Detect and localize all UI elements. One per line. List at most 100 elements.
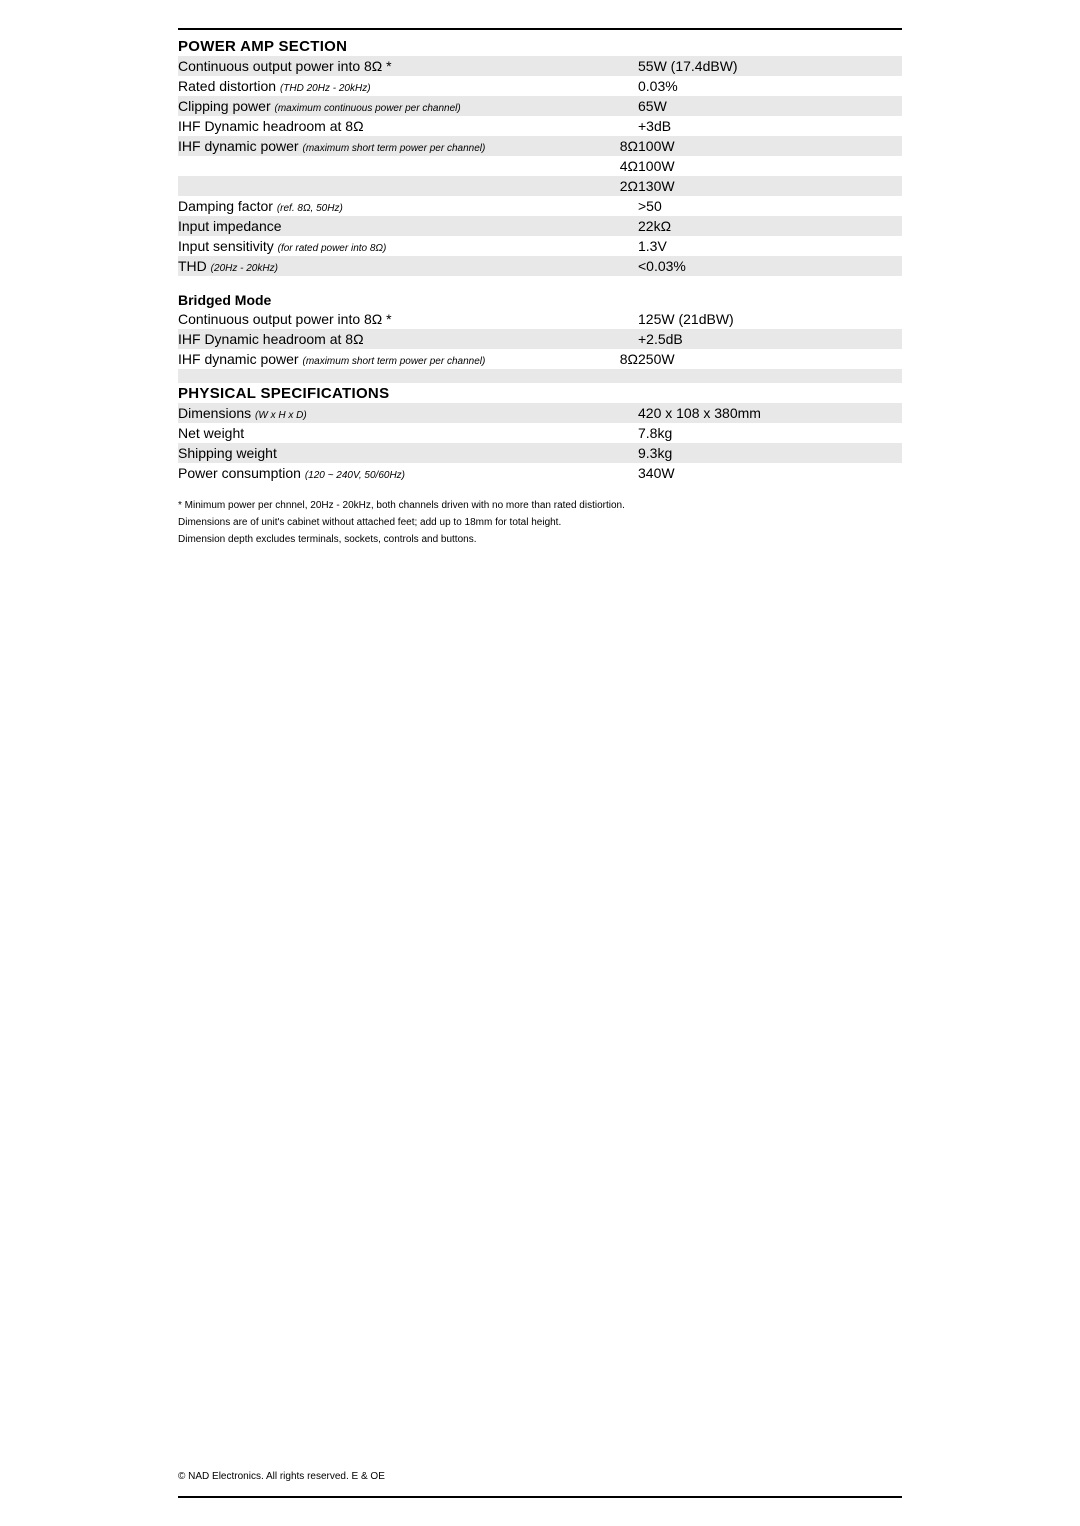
spec-value: 125W (21dBW) bbox=[638, 309, 902, 329]
bridged-mode-table: Continuous output power into 8Ω * 125W (2… bbox=[178, 309, 902, 369]
spec-impedance bbox=[603, 236, 638, 256]
power-amp-heading: POWER AMP SECTION bbox=[178, 36, 902, 56]
spec-label: Dimensions (W x H x D) bbox=[178, 403, 603, 423]
spec-label-text: IHF Dynamic headroom at 8Ω bbox=[178, 331, 364, 347]
spec-label: Damping factor (ref. 8Ω, 50Hz) bbox=[178, 196, 603, 216]
spec-qualifier: (maximum short term power per channel) bbox=[302, 356, 485, 367]
spec-label: Shipping weight bbox=[178, 443, 603, 463]
spec-label: Net weight bbox=[178, 423, 603, 443]
spec-label: Input impedance bbox=[178, 216, 603, 236]
spec-impedance bbox=[603, 443, 638, 463]
spec-label-text: Shipping weight bbox=[178, 445, 277, 461]
table-row: Dimensions (W x H x D) 420 x 108 x 380mm bbox=[178, 403, 902, 423]
spec-value: 1.3V bbox=[638, 236, 902, 256]
spec-value: 130W bbox=[638, 176, 902, 196]
spec-impedance: 4Ω bbox=[603, 156, 638, 176]
spec-value: 7.8kg bbox=[638, 423, 902, 443]
spec-impedance: 8Ω bbox=[603, 136, 638, 156]
spec-label: IHF Dynamic headroom at 8Ω bbox=[178, 329, 603, 349]
spec-label: Power consumption (120 ~ 240V, 50/60Hz) bbox=[178, 463, 603, 483]
spec-value: <0.03% bbox=[638, 256, 902, 276]
spec-impedance bbox=[603, 96, 638, 116]
spec-label-text: Damping factor bbox=[178, 198, 277, 214]
spec-label-text: IHF dynamic power bbox=[178, 351, 302, 367]
table-row: Shipping weight 9.3kg bbox=[178, 443, 902, 463]
spec-label-text: THD bbox=[178, 258, 211, 274]
power-amp-table: Continuous output power into 8Ω * 55W (17… bbox=[178, 56, 902, 276]
physical-spec-table: Dimensions (W x H x D)420 x 108 x 380mmN… bbox=[178, 403, 902, 483]
spec-impedance: 2Ω bbox=[603, 176, 638, 196]
spec-qualifier: (maximum short term power per channel) bbox=[302, 143, 485, 154]
table-row: Rated distortion (THD 20Hz - 20kHz) 0.03% bbox=[178, 76, 902, 96]
spec-label: IHF Dynamic headroom at 8Ω bbox=[178, 116, 603, 136]
spec-label: Clipping power (maximum continuous power… bbox=[178, 96, 603, 116]
spec-label-text: IHF dynamic power bbox=[178, 138, 302, 154]
spec-qualifier: (120 ~ 240V, 50/60Hz) bbox=[305, 470, 405, 481]
spec-impedance bbox=[603, 256, 638, 276]
spec-label: Continuous output power into 8Ω * bbox=[178, 56, 603, 76]
spec-label: Rated distortion (THD 20Hz - 20kHz) bbox=[178, 76, 603, 96]
spec-label-text: Continuous output power into 8Ω * bbox=[178, 58, 392, 74]
copyright-text: © NAD Electronics. All rights reserved. … bbox=[178, 1471, 385, 1482]
spec-impedance bbox=[603, 463, 638, 483]
table-row: Input sensitivity (for rated power into … bbox=[178, 236, 902, 256]
footnote-line: Dimensions are of unit's cabinet without… bbox=[178, 514, 902, 531]
spec-impedance bbox=[603, 76, 638, 96]
spec-label-text: Rated distortion bbox=[178, 78, 280, 94]
spec-impedance bbox=[603, 56, 638, 76]
spec-value: 55W (17.4dBW) bbox=[638, 56, 902, 76]
spec-value: 250W bbox=[638, 349, 902, 369]
spec-value: 340W bbox=[638, 463, 902, 483]
spec-value: >50 bbox=[638, 196, 902, 216]
spec-impedance bbox=[603, 116, 638, 136]
spec-qualifier: (W x H x D) bbox=[255, 410, 307, 421]
spec-value: 9.3kg bbox=[638, 443, 902, 463]
bridged-mode-heading: Bridged Mode bbox=[178, 290, 902, 309]
spec-label-text: Continuous output power into 8Ω * bbox=[178, 311, 392, 327]
table-row: THD (20Hz - 20kHz) <0.03% bbox=[178, 256, 902, 276]
table-row: IHF dynamic power (maximum short term po… bbox=[178, 136, 902, 156]
spec-qualifier: (20Hz - 20kHz) bbox=[211, 263, 278, 274]
spec-impedance bbox=[603, 329, 638, 349]
table-row: 2Ω130W bbox=[178, 176, 902, 196]
table-row: Net weight 7.8kg bbox=[178, 423, 902, 443]
spec-qualifier: (for rated power into 8Ω) bbox=[278, 243, 387, 254]
table-row: Damping factor (ref. 8Ω, 50Hz) >50 bbox=[178, 196, 902, 216]
spec-value: 420 x 108 x 380mm bbox=[638, 403, 902, 423]
table-row: Input impedance 22kΩ bbox=[178, 216, 902, 236]
spec-impedance bbox=[603, 196, 638, 216]
bottom-rule bbox=[178, 1496, 902, 1498]
footnote-line: Dimension depth excludes terminals, sock… bbox=[178, 531, 902, 548]
spec-label-text: Input impedance bbox=[178, 218, 282, 234]
spec-label: Continuous output power into 8Ω * bbox=[178, 309, 603, 329]
spec-value: 22kΩ bbox=[638, 216, 902, 236]
spec-value: 0.03% bbox=[638, 76, 902, 96]
footnote-line: * Minimum power per chnnel, 20Hz - 20kHz… bbox=[178, 497, 902, 514]
table-row: IHF Dynamic headroom at 8Ω +2.5dB bbox=[178, 329, 902, 349]
spec-label bbox=[178, 176, 603, 196]
spec-qualifier: (THD 20Hz - 20kHz) bbox=[280, 83, 371, 94]
table-row: 4Ω100W bbox=[178, 156, 902, 176]
spec-impedance bbox=[603, 423, 638, 443]
table-row: IHF dynamic power (maximum short term po… bbox=[178, 349, 902, 369]
spec-label-text: Dimensions bbox=[178, 405, 255, 421]
table-row: IHF Dynamic headroom at 8Ω +3dB bbox=[178, 116, 902, 136]
spec-value: +3dB bbox=[638, 116, 902, 136]
spec-impedance bbox=[603, 309, 638, 329]
table-row: Power consumption (120 ~ 240V, 50/60Hz) 3… bbox=[178, 463, 902, 483]
physical-spec-heading: PHYSICAL SPECIFICATIONS bbox=[178, 383, 902, 403]
spec-value: 100W bbox=[638, 136, 902, 156]
spec-label: THD (20Hz - 20kHz) bbox=[178, 256, 603, 276]
spec-value: +2.5dB bbox=[638, 329, 902, 349]
spec-impedance bbox=[603, 403, 638, 423]
spec-label: IHF dynamic power (maximum short term po… bbox=[178, 349, 603, 369]
spec-label-text: Power consumption bbox=[178, 465, 305, 481]
spec-label: IHF dynamic power (maximum short term po… bbox=[178, 136, 603, 156]
spec-label-text: IHF Dynamic headroom at 8Ω bbox=[178, 118, 364, 134]
spec-impedance: 8Ω bbox=[603, 349, 638, 369]
table-row: Clipping power (maximum continuous power… bbox=[178, 96, 902, 116]
spec-label bbox=[178, 156, 603, 176]
spec-value: 65W bbox=[638, 96, 902, 116]
spec-label-text: Net weight bbox=[178, 425, 244, 441]
table-row: Continuous output power into 8Ω * 55W (17… bbox=[178, 56, 902, 76]
